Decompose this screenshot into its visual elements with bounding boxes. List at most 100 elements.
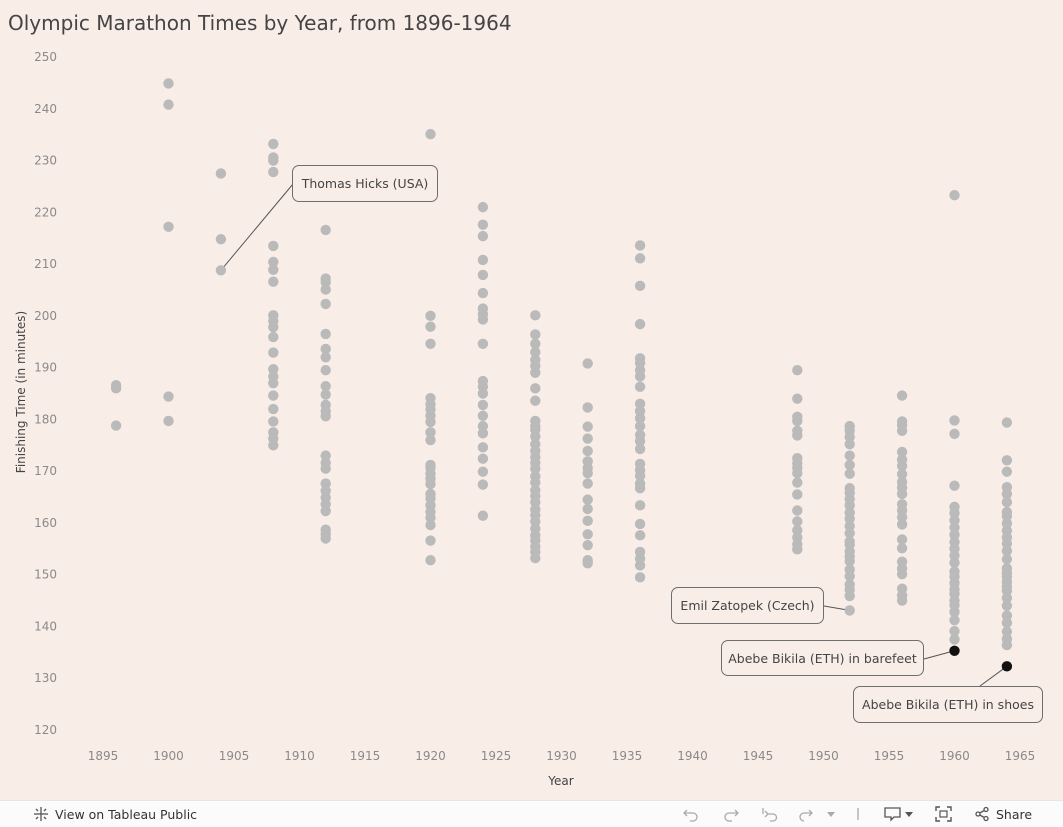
- data-point[interactable]: [582, 456, 593, 467]
- highlight-point[interactable]: [1001, 661, 1013, 672]
- data-point[interactable]: [582, 358, 593, 369]
- data-point[interactable]: [425, 459, 436, 471]
- data-point[interactable]: [425, 535, 436, 546]
- data-point[interactable]: [268, 403, 279, 415]
- data-point[interactable]: [949, 634, 960, 645]
- data-point[interactable]: [844, 528, 855, 539]
- data-point[interactable]: [634, 458, 646, 470]
- data-point[interactable]: [949, 501, 960, 513]
- data-point[interactable]: [163, 415, 174, 427]
- data-point[interactable]: [320, 298, 331, 310]
- data-point[interactable]: [163, 391, 174, 402]
- data-point[interactable]: [949, 566, 960, 577]
- data-point[interactable]: [949, 428, 960, 440]
- data-point[interactable]: [425, 554, 436, 566]
- data-point[interactable]: [477, 410, 489, 421]
- data-point[interactable]: [1001, 617, 1013, 629]
- data-point[interactable]: [792, 505, 803, 516]
- data-point[interactable]: [844, 536, 855, 547]
- data-point[interactable]: [477, 254, 489, 266]
- data-point[interactable]: [320, 478, 331, 489]
- data-point[interactable]: [320, 457, 331, 469]
- data-point[interactable]: [792, 516, 803, 527]
- data-point[interactable]: [530, 346, 541, 358]
- data-point[interactable]: [268, 416, 279, 427]
- data-point[interactable]: [1001, 525, 1013, 536]
- data-point[interactable]: [425, 321, 436, 332]
- data-point[interactable]: [530, 471, 541, 482]
- data-point[interactable]: [792, 393, 803, 404]
- data-point[interactable]: [530, 395, 541, 406]
- data-point[interactable]: [268, 152, 279, 163]
- data-point[interactable]: [1001, 633, 1013, 645]
- data-point[interactable]: [634, 280, 646, 292]
- data-point[interactable]: [1001, 545, 1013, 557]
- data-point[interactable]: [844, 520, 855, 532]
- data-point[interactable]: [530, 383, 541, 394]
- data-point[interactable]: [844, 579, 855, 590]
- data-point[interactable]: [634, 546, 646, 558]
- data-point[interactable]: [1001, 626, 1013, 637]
- data-point[interactable]: [949, 625, 960, 637]
- data-point[interactable]: [215, 168, 227, 179]
- data-point[interactable]: [896, 476, 908, 488]
- data-point[interactable]: [477, 375, 489, 387]
- data-point[interactable]: [320, 399, 331, 411]
- data-point[interactable]: [896, 499, 908, 510]
- data-point[interactable]: [634, 518, 646, 530]
- data-point[interactable]: [268, 390, 279, 401]
- data-point[interactable]: [896, 583, 908, 594]
- data-point[interactable]: [320, 450, 331, 461]
- data-point[interactable]: [425, 427, 436, 438]
- data-point[interactable]: [896, 390, 908, 401]
- data-point[interactable]: [949, 536, 960, 548]
- data-point[interactable]: [477, 466, 489, 477]
- data-point[interactable]: [1001, 553, 1013, 565]
- redo-button[interactable]: [722, 806, 740, 822]
- data-point[interactable]: [582, 421, 593, 432]
- data-point[interactable]: [215, 265, 227, 276]
- data-point[interactable]: [268, 347, 279, 358]
- data-point[interactable]: [634, 478, 646, 489]
- data-point[interactable]: [949, 480, 960, 491]
- data-point[interactable]: [268, 276, 279, 287]
- data-point[interactable]: [268, 371, 279, 382]
- data-point[interactable]: [896, 469, 908, 480]
- data-point[interactable]: [896, 446, 908, 458]
- refresh-button[interactable]: [798, 806, 838, 822]
- data-point[interactable]: [477, 219, 489, 230]
- data-point[interactable]: [268, 138, 279, 150]
- data-point[interactable]: [425, 392, 436, 404]
- data-point[interactable]: [949, 615, 960, 626]
- data-point[interactable]: [634, 500, 646, 511]
- data-point[interactable]: [844, 564, 855, 575]
- data-point[interactable]: [844, 420, 855, 432]
- data-point[interactable]: [530, 439, 541, 450]
- data-point[interactable]: [320, 224, 331, 236]
- data-point[interactable]: [477, 399, 489, 411]
- data-point[interactable]: [320, 352, 331, 363]
- data-point[interactable]: [792, 532, 803, 543]
- data-point[interactable]: [634, 318, 646, 330]
- data-point[interactable]: [477, 201, 489, 213]
- data-point[interactable]: [477, 287, 489, 299]
- data-point[interactable]: [1001, 466, 1013, 477]
- fullscreen-button[interactable]: [935, 806, 952, 822]
- data-point[interactable]: [582, 529, 593, 540]
- data-point[interactable]: [844, 483, 855, 494]
- data-point[interactable]: [530, 523, 541, 534]
- data-point[interactable]: [268, 240, 279, 252]
- view-on-tableau-link[interactable]: View on Tableau Public: [33, 806, 197, 822]
- data-point[interactable]: [1001, 455, 1013, 466]
- data-point[interactable]: [582, 402, 593, 413]
- data-point[interactable]: [634, 253, 646, 264]
- data-point[interactable]: [792, 411, 803, 422]
- data-point[interactable]: [949, 515, 960, 526]
- data-point[interactable]: [163, 221, 174, 233]
- data-point[interactable]: [1001, 417, 1013, 428]
- data-point[interactable]: [163, 78, 174, 89]
- pause-button[interactable]: [855, 806, 861, 822]
- data-point[interactable]: [792, 524, 803, 536]
- data-point[interactable]: [634, 240, 646, 251]
- data-point[interactable]: [582, 445, 593, 457]
